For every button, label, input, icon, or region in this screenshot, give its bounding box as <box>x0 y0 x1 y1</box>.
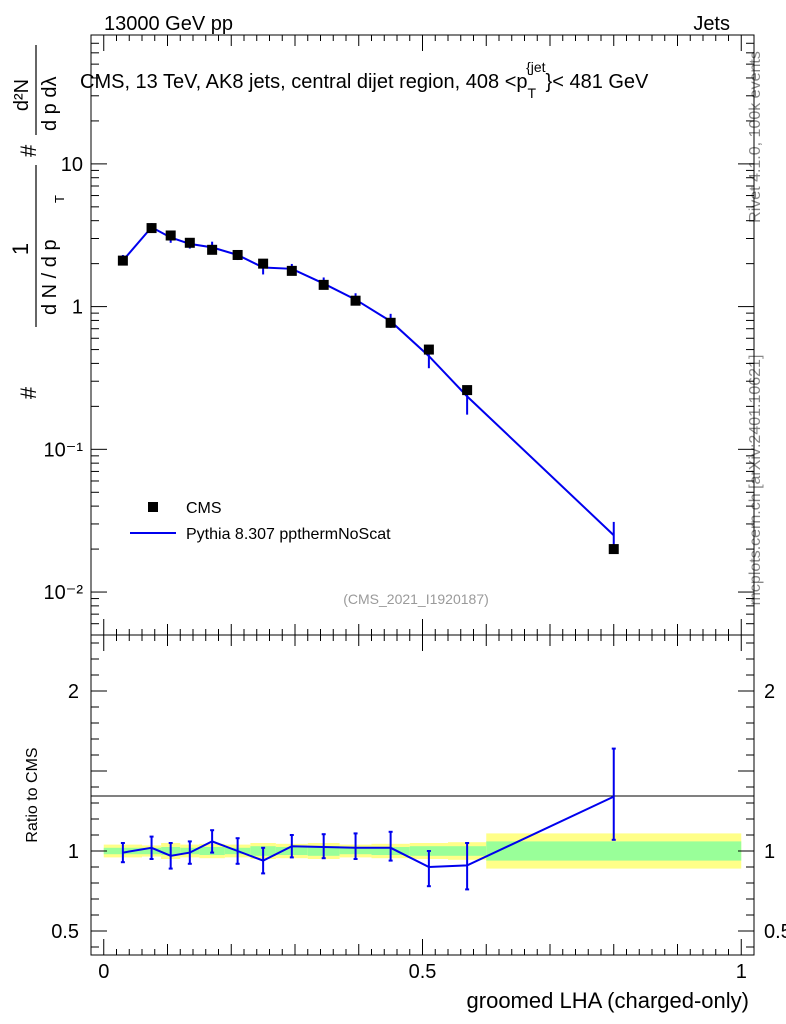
cms-data-point <box>286 265 297 276</box>
mcplots-label: mcplots.cern.ch [arXiv:2401.10621] <box>747 355 764 606</box>
ratio-y-tick-label: 0.5 <box>51 921 79 943</box>
cms-data-point <box>146 223 157 234</box>
x-axis-label: groomed LHA (charged-only) <box>467 988 749 1013</box>
y-tick-label: 10 <box>61 154 83 176</box>
main-y-axis-label: # 1 d N / d p T # d²N d p dλ <box>8 45 67 399</box>
y-label-hash: # <box>16 386 41 399</box>
header-jets-label: Jets <box>693 13 730 35</box>
ratio-y-tick-label-right: 0.5 <box>764 921 786 943</box>
y-label-denominator-sub: T <box>52 195 67 203</box>
y-tick-label: 10⁻² <box>44 582 84 604</box>
y-tick-label: 10⁻¹ <box>44 439 84 461</box>
pythia-line <box>122 225 615 536</box>
ratio-y-tick-label: 1 <box>68 841 79 863</box>
cms-data-point <box>117 255 128 266</box>
y-label-d2n: d²N <box>11 79 33 111</box>
y-label-hash-2: # <box>16 144 41 157</box>
cms-data-point <box>462 385 473 396</box>
ratio-series-group <box>120 747 616 891</box>
legend-marker-cms <box>148 502 158 512</box>
x-tick-label: 0.5 <box>409 961 437 983</box>
cms-data-point <box>207 244 218 255</box>
cms-data-point <box>423 344 434 355</box>
y-label-dpdl: d p dλ <box>39 77 61 131</box>
header-energy-label: 13000 GeV pp <box>104 13 233 35</box>
x-tick-label: 1 <box>736 961 747 983</box>
cms-data-point <box>385 317 396 328</box>
x-tick-label: 0 <box>98 961 109 983</box>
y-tick-label: 1 <box>72 297 83 319</box>
cms-data-point <box>608 544 619 555</box>
legend: CMS Pythia 8.307 ppthermNoScat <box>130 500 391 543</box>
band-green <box>486 841 742 861</box>
cms-data-point <box>318 279 329 290</box>
analysis-tag: (CMS_2021_I1920187) <box>343 591 489 607</box>
main-plot-frame <box>90 34 755 636</box>
cms-data-point <box>184 237 195 248</box>
legend-label-cms: CMS <box>186 500 222 517</box>
cms-data-point <box>165 230 176 241</box>
ratio-plot-frame <box>90 634 755 956</box>
ratio-y-tick-label-right: 2 <box>764 681 775 703</box>
y-label-numerator-one: 1 <box>8 243 33 255</box>
ratio-line <box>122 795 615 869</box>
cms-data-point <box>232 249 243 260</box>
axis-ticks: 10⁻² 10⁻¹ 1 10 0 0.5 1 0.5 0.5 1 1 2 2 <box>44 34 786 983</box>
ratio-y-axis-label: Ratio to CMS <box>24 747 41 842</box>
ratio-y-tick-label: 2 <box>68 681 79 703</box>
main-series-group <box>117 223 619 555</box>
y-label-denominator: d N / d p <box>39 239 61 315</box>
legend-label-pythia: Pythia 8.307 ppthermNoScat <box>186 526 391 543</box>
cms-data-point <box>350 295 361 306</box>
ratio-y-tick-label-right: 1 <box>764 841 775 863</box>
rivet-version-label: Rivet 4.1.0, 100k events <box>747 51 764 223</box>
cms-data-point <box>258 258 269 269</box>
main-plot-title: CMS, 13 TeV, AK8 jets, central dijet reg… <box>80 59 649 101</box>
